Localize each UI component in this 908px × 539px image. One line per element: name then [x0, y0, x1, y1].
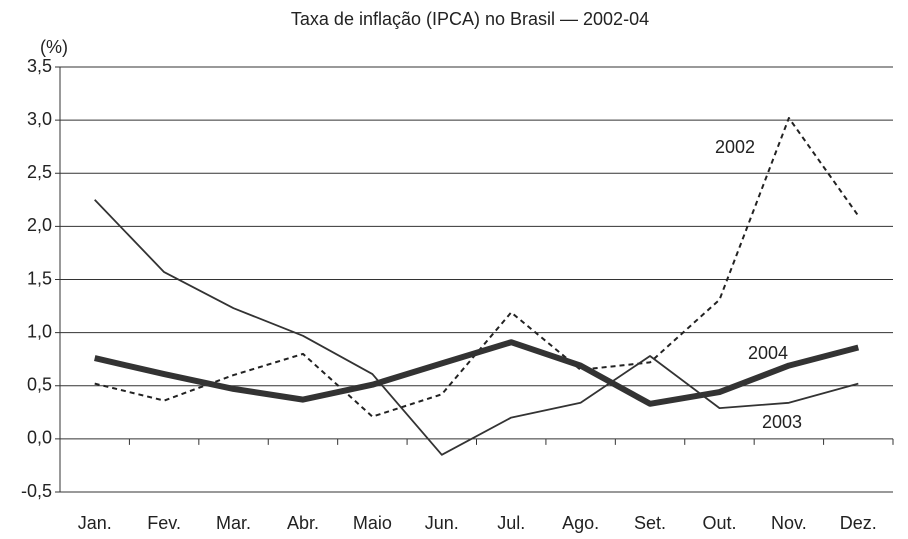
x-tick-label: Jul. [497, 513, 525, 533]
y-tick-label: 1,0 [27, 321, 52, 341]
y-tick-label: 3,5 [27, 56, 52, 76]
series-line [94, 117, 860, 418]
x-tick-label: Out. [702, 513, 736, 533]
y-tick-label: 0,5 [27, 375, 52, 395]
x-tick-label: Dez. [840, 513, 877, 533]
series-line [94, 199, 859, 456]
y-tick-label: 3,0 [27, 109, 52, 129]
chart-title: Taxa de inflação (IPCA) no Brasil — 2002… [291, 9, 649, 29]
y-axis-label: (%) [40, 37, 68, 57]
x-tick-label: Jan. [78, 513, 112, 533]
series-label: 2002 [715, 137, 755, 157]
y-tick-label: 2,5 [27, 162, 52, 182]
x-tick-label: Ago. [562, 513, 599, 533]
y-tick-label: 0,0 [27, 428, 52, 448]
y-tick-label: 2,0 [27, 215, 52, 235]
y-tick-label: 1,5 [27, 268, 52, 288]
x-tick-label: Maio [353, 513, 392, 533]
y-tick-label: -0,5 [21, 481, 52, 501]
x-tick-label: Fev. [147, 513, 181, 533]
series-line [94, 339, 860, 407]
x-tick-label: Abr. [287, 513, 319, 533]
series-label: 2004 [748, 343, 788, 363]
x-tick-label: Mar. [216, 513, 251, 533]
series-label: 2003 [762, 412, 802, 432]
x-tick-label: Jun. [425, 513, 459, 533]
x-tick-label: Nov. [771, 513, 807, 533]
x-tick-label: Set. [634, 513, 666, 533]
